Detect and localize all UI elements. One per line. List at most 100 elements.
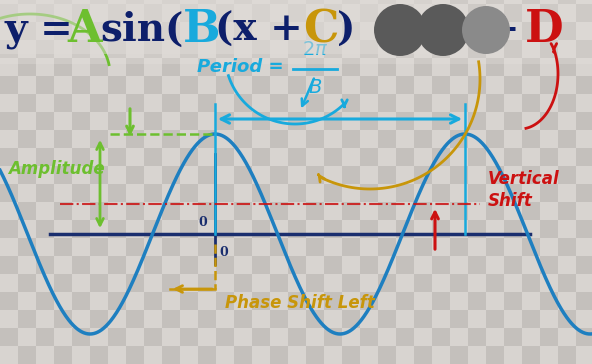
Bar — [0, 112, 18, 130]
Bar — [18, 310, 36, 328]
Bar — [414, 274, 432, 292]
Bar — [432, 76, 450, 94]
Bar — [414, 4, 432, 22]
Bar — [18, 166, 36, 184]
Bar — [576, 94, 592, 112]
Bar — [306, 58, 324, 76]
Bar — [0, 328, 18, 346]
Bar — [486, 346, 504, 364]
Bar — [360, 166, 378, 184]
Bar — [576, 40, 592, 58]
Bar — [468, 328, 486, 346]
Bar — [198, 22, 216, 40]
Bar — [396, 112, 414, 130]
Bar — [450, 76, 468, 94]
Bar — [72, 94, 90, 112]
Bar — [198, 274, 216, 292]
Bar — [144, 94, 162, 112]
Bar — [90, 220, 108, 238]
Bar — [360, 58, 378, 76]
Bar — [342, 40, 360, 58]
Bar — [540, 220, 558, 238]
Bar — [378, 22, 396, 40]
Bar — [18, 328, 36, 346]
Bar — [324, 22, 342, 40]
Bar — [414, 256, 432, 274]
Bar — [36, 58, 54, 76]
Bar — [468, 94, 486, 112]
Bar — [180, 76, 198, 94]
Bar — [126, 112, 144, 130]
Bar — [288, 130, 306, 148]
Bar — [522, 256, 540, 274]
Bar — [0, 0, 18, 4]
Bar — [198, 4, 216, 22]
Bar — [414, 148, 432, 166]
Bar — [342, 58, 360, 76]
Bar — [540, 166, 558, 184]
Bar — [324, 112, 342, 130]
Bar — [270, 166, 288, 184]
Bar — [432, 256, 450, 274]
Bar — [234, 184, 252, 202]
Bar — [36, 76, 54, 94]
Bar — [306, 130, 324, 148]
Bar — [54, 148, 72, 166]
Bar — [252, 148, 270, 166]
Bar — [234, 202, 252, 220]
Bar — [558, 58, 576, 76]
Bar — [432, 4, 450, 22]
Bar — [252, 256, 270, 274]
Bar — [234, 274, 252, 292]
Bar — [522, 346, 540, 364]
Bar — [72, 112, 90, 130]
Bar — [396, 130, 414, 148]
Text: Phase Shift Left: Phase Shift Left — [225, 294, 375, 312]
Bar — [198, 202, 216, 220]
Bar — [270, 94, 288, 112]
Bar — [360, 328, 378, 346]
Bar — [126, 148, 144, 166]
Bar — [450, 292, 468, 310]
Bar — [0, 76, 18, 94]
Bar — [36, 274, 54, 292]
Bar — [486, 148, 504, 166]
Bar — [216, 202, 234, 220]
Bar — [486, 0, 504, 4]
Bar — [396, 256, 414, 274]
Bar — [468, 40, 486, 58]
Bar — [432, 130, 450, 148]
Bar — [414, 310, 432, 328]
Bar — [504, 328, 522, 346]
Bar — [306, 76, 324, 94]
Bar — [522, 202, 540, 220]
Bar — [540, 76, 558, 94]
Bar — [252, 220, 270, 238]
Bar — [360, 148, 378, 166]
Bar — [504, 22, 522, 40]
Bar — [0, 4, 18, 22]
Bar — [198, 238, 216, 256]
Bar — [558, 76, 576, 94]
Bar — [144, 310, 162, 328]
Bar — [522, 112, 540, 130]
Bar — [162, 256, 180, 274]
Bar — [306, 40, 324, 58]
Bar — [468, 346, 486, 364]
Bar — [486, 310, 504, 328]
Bar — [432, 292, 450, 310]
Bar — [270, 202, 288, 220]
Bar — [360, 76, 378, 94]
Bar — [126, 58, 144, 76]
Bar — [378, 0, 396, 4]
Bar — [144, 40, 162, 58]
Bar — [72, 202, 90, 220]
Bar — [180, 220, 198, 238]
Bar — [18, 256, 36, 274]
Text: (x +: (x + — [215, 11, 303, 49]
Bar — [0, 0, 450, 54]
Bar — [306, 148, 324, 166]
Bar — [432, 0, 450, 4]
Bar — [486, 112, 504, 130]
Bar — [216, 274, 234, 292]
